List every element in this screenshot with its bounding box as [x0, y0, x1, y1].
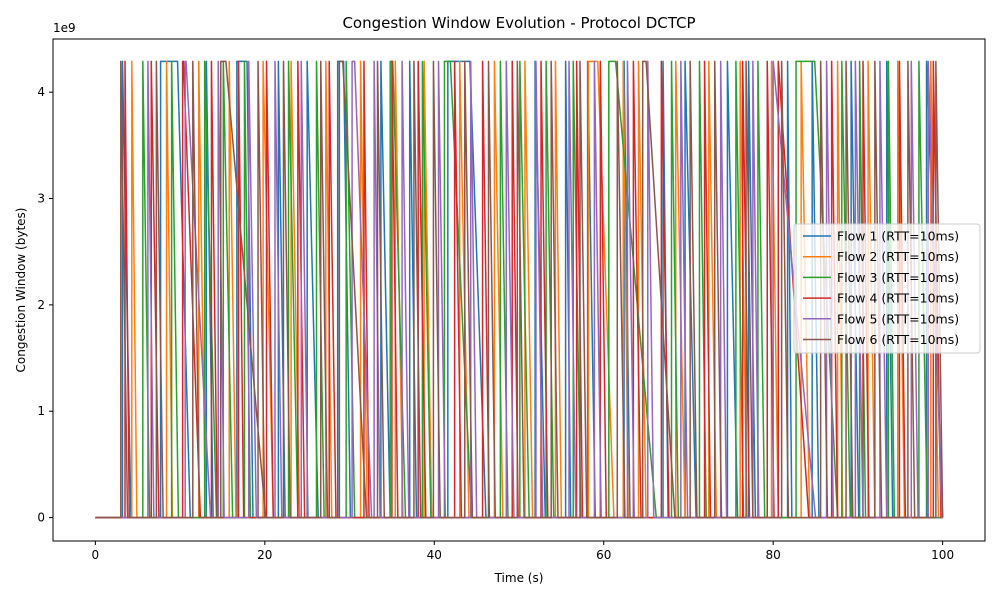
y-tick-label: 2 — [37, 298, 45, 312]
series-line-flow-3 — [95, 60, 943, 519]
x-axis-ticks: 0 20 40 60 80 100 — [92, 541, 954, 562]
x-tick-label: 20 — [257, 548, 272, 562]
x-tick-label: 60 — [596, 548, 611, 562]
plot-frame — [52, 38, 986, 542]
y-tick-label: 4 — [37, 85, 45, 99]
series-line-flow-6 — [95, 60, 944, 519]
legend-label-flow-6: Flow 6 (RTT=10ms) — [837, 332, 959, 347]
x-tick-label: 40 — [427, 548, 442, 562]
x-tick-label: 100 — [931, 548, 954, 562]
y-axis-offset-text: 1e9 — [53, 21, 76, 35]
x-axis-label: Time (s) — [494, 571, 544, 585]
legend-label-flow-1: Flow 1 (RTT=10ms) — [837, 229, 959, 244]
legend-box — [793, 223, 981, 354]
y-axis-ticks: 0 1 2 3 4 — [37, 85, 53, 525]
y-tick-label: 3 — [37, 192, 45, 206]
legend-label-flow-2: Flow 2 (RTT=10ms) — [837, 249, 959, 264]
series-lines — [95, 60, 944, 519]
legend-label-flow-5: Flow 5 (RTT=10ms) — [837, 311, 959, 326]
x-tick-label: 80 — [766, 548, 781, 562]
x-tick-label: 0 — [92, 548, 100, 562]
legend: Flow 1 (RTT=10ms) Flow 2 (RTT=10ms) Flow 3… — [793, 223, 981, 354]
legend-label-flow-4: Flow 4 (RTT=10ms) — [837, 291, 959, 306]
y-axis-label: Congestion Window (bytes) — [14, 208, 28, 373]
y-tick-label: 0 — [37, 511, 45, 525]
chart-title: Congestion Window Evolution - Protocol D… — [342, 14, 695, 32]
y-tick-label: 1 — [37, 404, 45, 418]
legend-label-flow-3: Flow 3 (RTT=10ms) — [837, 270, 959, 285]
